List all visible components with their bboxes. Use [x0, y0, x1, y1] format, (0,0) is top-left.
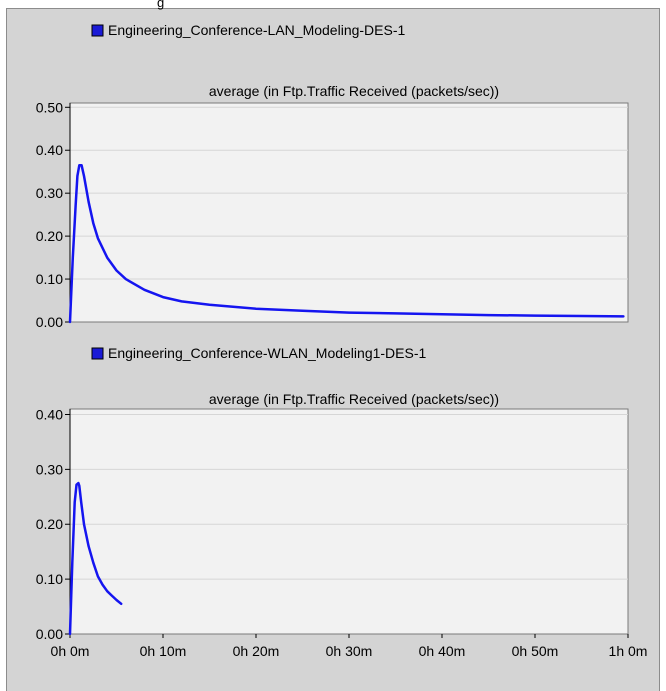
- svg-text:g: g: [157, 0, 164, 10]
- y-tick-label: 0.40: [36, 406, 63, 422]
- plot-area: [69, 408, 629, 635]
- legend-label: Engineering_Conference-WLAN_Modeling1-DE…: [108, 345, 426, 361]
- y-tick-label: 0.00: [36, 314, 63, 330]
- legend-swatch: [91, 347, 104, 360]
- y-tick-label: 0.00: [36, 626, 63, 642]
- y-tick-label: 0.30: [36, 185, 63, 201]
- series-line: [68, 481, 123, 636]
- chart-title: average (in Ftp.Traffic Received (packet…: [209, 391, 499, 407]
- x-tick-label: 0h 30m: [326, 643, 373, 659]
- top-clipped-text: g: [157, 0, 277, 11]
- y-tick-label: 0.50: [36, 99, 63, 115]
- x-tick-label: 0h 50m: [512, 643, 559, 659]
- chart-1: Engineering_Conference-LAN_Modeling-DES-…: [36, 22, 629, 330]
- y-tick-label: 0.10: [36, 571, 63, 587]
- y-tick-label: 0.20: [36, 516, 63, 532]
- chart-2: Engineering_Conference-WLAN_Modeling1-DE…: [36, 345, 648, 659]
- legend-swatch: [91, 24, 104, 37]
- x-tick-label: 0h 0m: [51, 643, 90, 659]
- series-line: [68, 164, 625, 324]
- y-tick-label: 0.20: [36, 228, 63, 244]
- x-tick-label: 0h 40m: [419, 643, 466, 659]
- x-tick-label: 1h 0m: [609, 643, 648, 659]
- chart-title: average (in Ftp.Traffic Received (packet…: [209, 83, 499, 99]
- x-tick-label: 0h 20m: [233, 643, 280, 659]
- plot-area: [69, 102, 629, 323]
- y-tick-label: 0.40: [36, 142, 63, 158]
- y-tick-label: 0.10: [36, 271, 63, 287]
- legend-label: Engineering_Conference-LAN_Modeling-DES-…: [108, 22, 405, 38]
- x-tick-label: 0h 10m: [140, 643, 187, 659]
- y-tick-label: 0.30: [36, 461, 63, 477]
